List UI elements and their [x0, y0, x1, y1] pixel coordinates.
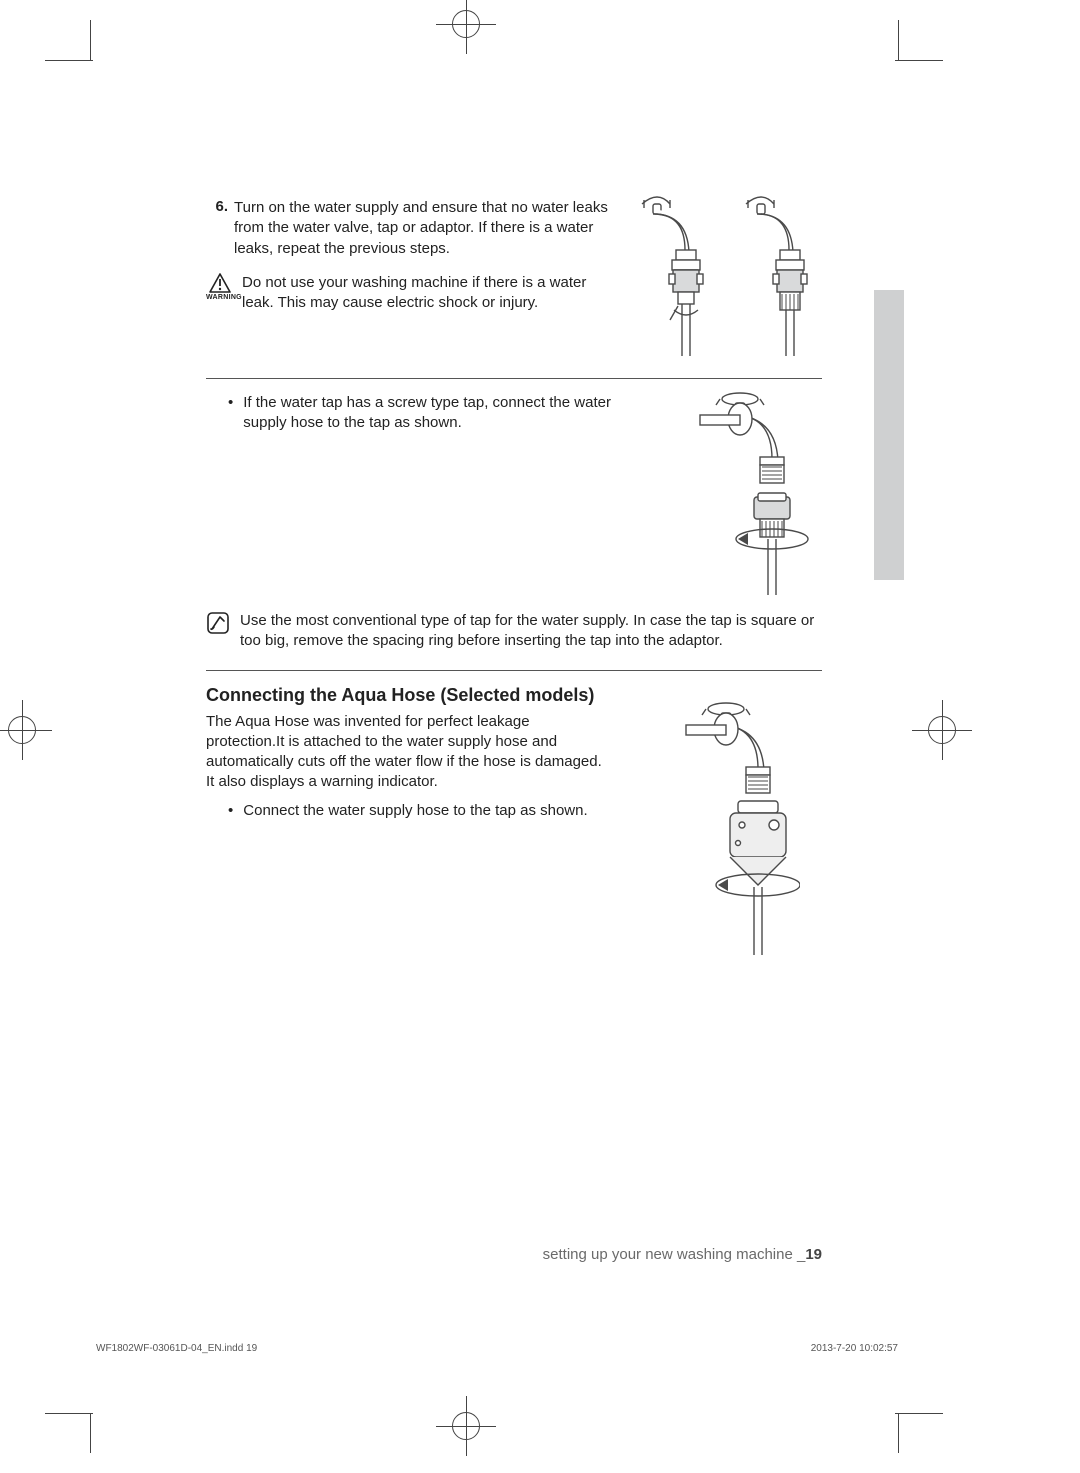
figure-screw-tap: [640, 389, 810, 599]
warning-label: WARNING: [206, 294, 234, 301]
footer-section: setting up your new washing machine _: [543, 1246, 806, 1263]
crop-mark: [895, 60, 943, 61]
imprint-timestamp: 2013-7-20 10:02:57: [811, 1343, 898, 1354]
divider: [206, 378, 822, 379]
bullet-marker: •: [228, 393, 233, 413]
crop-mark: [898, 1413, 899, 1453]
warning-icon: WARNING: [206, 273, 234, 301]
crop-mark: [45, 1413, 93, 1414]
screw-tap-block: • If the water tap has a screw type tap,…: [206, 393, 822, 599]
page-footer: setting up your new washing machine _19: [206, 1246, 822, 1263]
page-content: 6. Turn on the water supply and ensure t…: [206, 198, 822, 821]
figure-two-taps: [616, 194, 826, 360]
aqua-hose-block: Connecting the Aqua Hose (Selected model…: [206, 685, 822, 821]
registration-mark-icon: [436, 0, 496, 54]
bullet-text: If the water tap has a screw type tap, c…: [243, 393, 613, 434]
crop-mark: [90, 20, 91, 60]
registration-mark-icon: [912, 700, 972, 760]
crop-mark: [898, 20, 899, 60]
step-number: 6.: [206, 198, 228, 215]
crop-mark: [45, 60, 93, 61]
note-icon: [206, 611, 230, 635]
crop-mark: [90, 1413, 91, 1453]
bullet-marker: •: [228, 801, 233, 821]
crop-mark: [895, 1413, 943, 1414]
imprint-file: WF1802WF-03061D-04_EN.indd 19: [96, 1343, 257, 1354]
registration-mark-icon: [0, 700, 52, 760]
step-6-block: 6. Turn on the water supply and ensure t…: [206, 198, 822, 360]
note-text: Use the most conventional type of tap fo…: [240, 611, 822, 652]
manual-page: 6. Turn on the water supply and ensure t…: [0, 0, 1080, 1473]
note-row: Use the most conventional type of tap fo…: [206, 611, 822, 652]
warning-text: Do not use your washing machine if there…: [242, 273, 612, 314]
figure-aqua-hose: [630, 699, 800, 959]
section-tab: [874, 290, 904, 580]
registration-mark-icon: [436, 1396, 496, 1456]
section-paragraph: The Aqua Hose was invented for perfect l…: [206, 712, 606, 793]
divider: [206, 670, 822, 671]
bullet-text: Connect the water supply hose to the tap…: [243, 801, 587, 821]
page-number: 19: [805, 1246, 822, 1263]
step-text: Turn on the water supply and ensure that…: [234, 198, 614, 259]
